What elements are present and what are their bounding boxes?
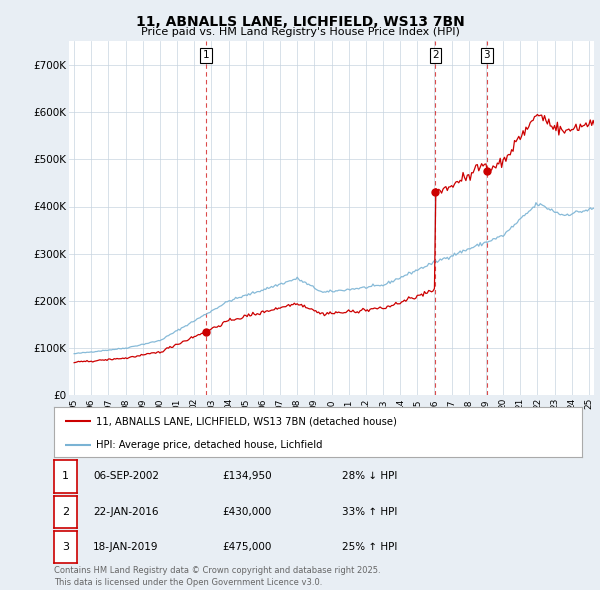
Text: 28% ↓ HPI: 28% ↓ HPI	[342, 471, 397, 481]
Text: £475,000: £475,000	[222, 542, 271, 552]
Text: 2: 2	[432, 50, 439, 60]
Text: 2: 2	[62, 507, 69, 517]
Text: 11, ABNALLS LANE, LICHFIELD, WS13 7BN (detached house): 11, ABNALLS LANE, LICHFIELD, WS13 7BN (d…	[96, 416, 397, 426]
Text: 11, ABNALLS LANE, LICHFIELD, WS13 7BN: 11, ABNALLS LANE, LICHFIELD, WS13 7BN	[136, 15, 464, 29]
Text: 18-JAN-2019: 18-JAN-2019	[93, 542, 158, 552]
Text: 1: 1	[203, 50, 209, 60]
Text: £430,000: £430,000	[222, 507, 271, 517]
Text: 06-SEP-2002: 06-SEP-2002	[93, 471, 159, 481]
Text: £134,950: £134,950	[222, 471, 272, 481]
Text: 33% ↑ HPI: 33% ↑ HPI	[342, 507, 397, 517]
Text: Contains HM Land Registry data © Crown copyright and database right 2025.
This d: Contains HM Land Registry data © Crown c…	[54, 566, 380, 587]
Text: 3: 3	[484, 50, 490, 60]
Text: Price paid vs. HM Land Registry's House Price Index (HPI): Price paid vs. HM Land Registry's House …	[140, 27, 460, 37]
Text: 1: 1	[62, 471, 69, 481]
Text: 25% ↑ HPI: 25% ↑ HPI	[342, 542, 397, 552]
Text: 22-JAN-2016: 22-JAN-2016	[93, 507, 158, 517]
Text: HPI: Average price, detached house, Lichfield: HPI: Average price, detached house, Lich…	[96, 440, 323, 450]
Text: 3: 3	[62, 542, 69, 552]
